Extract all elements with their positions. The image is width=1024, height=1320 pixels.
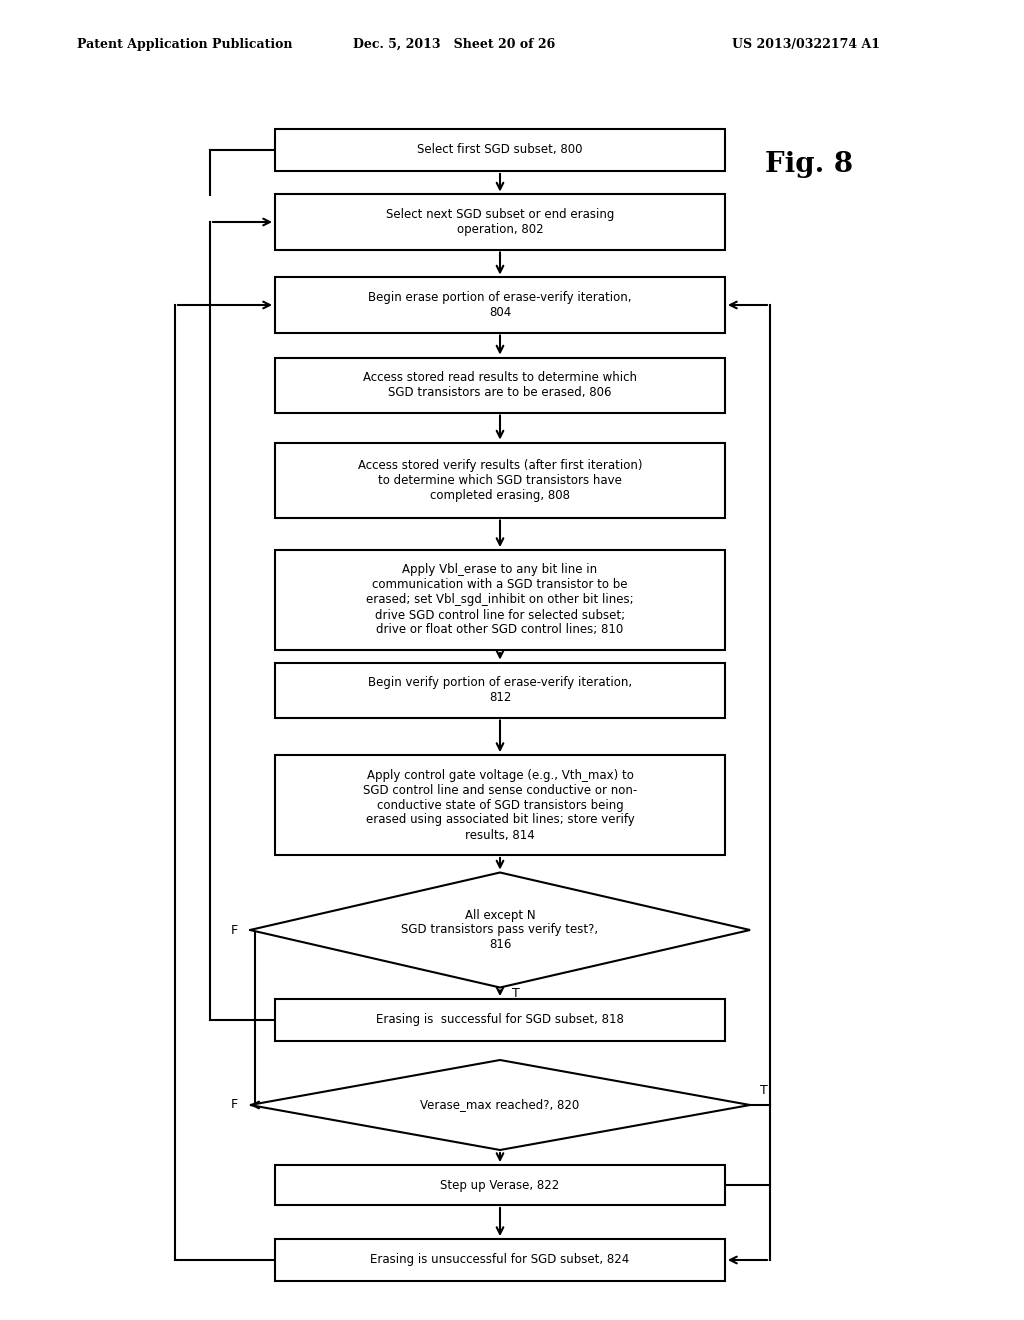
Text: Apply control gate voltage (e.g., Vth_max) to
SGD control line and sense conduct: Apply control gate voltage (e.g., Vth_ma… (362, 768, 637, 842)
Bar (275, 663, 725, 718)
Bar (275, 194, 725, 249)
Bar (275, 550, 725, 649)
Bar (275, 277, 725, 333)
Text: Step up Verase, 822: Step up Verase, 822 (440, 1179, 560, 1192)
Text: Erasing is unsuccessful for SGD subset, 824: Erasing is unsuccessful for SGD subset, … (371, 1254, 630, 1266)
Bar (275, 442, 725, 517)
Text: Dec. 5, 2013   Sheet 20 of 26: Dec. 5, 2013 Sheet 20 of 26 (353, 37, 556, 50)
Polygon shape (250, 1060, 750, 1150)
Text: Begin erase portion of erase-verify iteration,
804: Begin erase portion of erase-verify iter… (369, 290, 632, 319)
Text: T: T (512, 987, 520, 999)
Polygon shape (250, 873, 750, 987)
Text: Select next SGD subset or end erasing
operation, 802: Select next SGD subset or end erasing op… (386, 209, 614, 236)
Bar (275, 999, 725, 1041)
Text: Patent Application Publication: Patent Application Publication (77, 37, 292, 50)
Bar (275, 129, 725, 172)
Text: Access stored read results to determine which
SGD transistors are to be erased, : Access stored read results to determine … (362, 371, 637, 399)
Bar (275, 358, 725, 413)
Text: US 2013/0322174 A1: US 2013/0322174 A1 (732, 37, 881, 50)
Text: Access stored verify results (after first iteration)
to determine which SGD tran: Access stored verify results (after firs… (357, 458, 642, 502)
Text: Select first SGD subset, 800: Select first SGD subset, 800 (417, 144, 583, 157)
Bar (275, 755, 725, 855)
Text: F: F (230, 1098, 238, 1111)
Text: F: F (230, 924, 238, 936)
Bar (275, 1166, 725, 1205)
Text: T: T (760, 1084, 768, 1097)
Text: Fig. 8: Fig. 8 (765, 152, 853, 178)
Bar (275, 1239, 725, 1280)
Text: Begin verify portion of erase-verify iteration,
812: Begin verify portion of erase-verify ite… (368, 676, 632, 704)
Text: Apply Vbl_erase to any bit line in
communication with a SGD transistor to be
era: Apply Vbl_erase to any bit line in commu… (367, 564, 634, 636)
Text: Erasing is  successful for SGD subset, 818: Erasing is successful for SGD subset, 81… (376, 1014, 624, 1027)
Text: Verase_max reached?, 820: Verase_max reached?, 820 (421, 1098, 580, 1111)
Text: All except N
SGD transistors pass verify test?,
816: All except N SGD transistors pass verify… (401, 908, 599, 952)
